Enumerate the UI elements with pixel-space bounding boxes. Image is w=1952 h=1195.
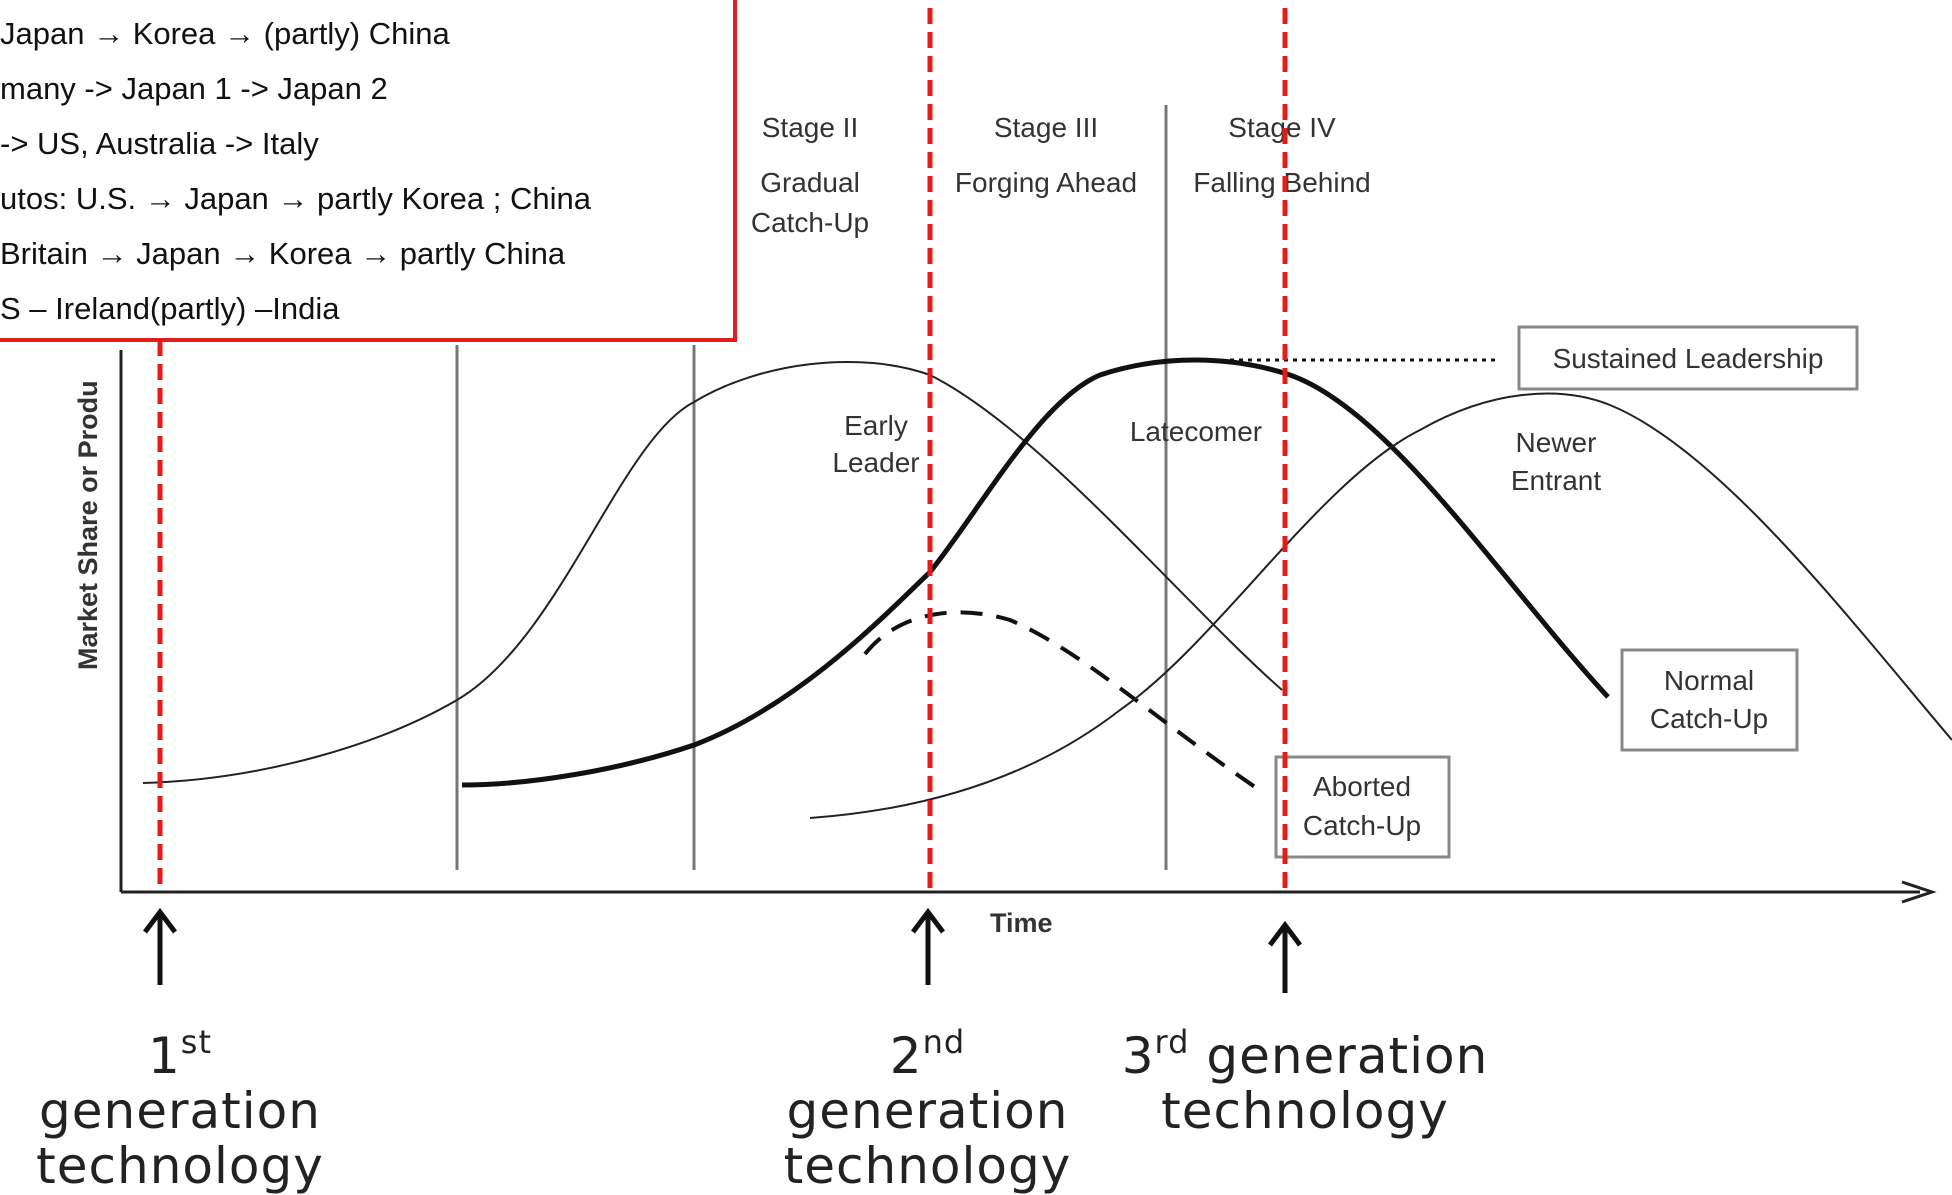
gen-2-number: 2 [889,1027,923,1085]
stage-2-desc: Gradual [760,167,860,198]
sustained-leadership-box [1517,325,1859,391]
gen-1-suffix: st [180,1023,213,1061]
legend-line: utos: U.S. → Japan → partly Korea ; Chin… [0,181,591,216]
gen-3-word: technology [1161,1082,1449,1140]
gen-3-suffix: rd [1154,1023,1190,1061]
gen-1-word: technology [36,1137,324,1195]
sustained-leadership-label: Sustained Leadership [1553,343,1824,374]
gen-2-word: generation [786,1082,1069,1140]
gen-3-number: 3 [1121,1027,1155,1085]
stage-2-title: Stage II [762,112,859,143]
aborted-catch-up-label: Aborted [1313,771,1411,802]
stage-4-title: Stage IV [1228,112,1336,143]
stage-4-desc: Falling Behind [1193,167,1370,198]
legend-box: Japan → Korea → (partly) China many -> J… [0,0,737,342]
early-leader-curve [142,361,1283,784]
newer-entrant-label: Newer [1516,427,1597,458]
gen-3-up-arrow [1268,920,1302,993]
legend-line: -> US, Australia -> Italy [0,126,319,161]
aborted-catch-up-box [1274,755,1451,859]
x-axis-label: Time [990,908,1053,938]
legend-line: S – Ireland(partly) –India [0,291,340,326]
normal-catch-up-label: Catch-Up [1650,703,1768,734]
gen-1-word: generation [39,1082,321,1140]
normal-catch-up-label: Normal [1664,665,1754,696]
gen-3-label: 3rd generation technology [1120,1023,1490,1140]
gen-1-label: 1st generation technology [0,1023,360,1195]
stage-3-title: Stage III [994,112,1098,143]
x-axis-arrowhead [1901,880,1937,904]
gen-1-up-arrow [143,907,177,985]
y-axis-label: Market Share or Produ [73,380,103,670]
catch-up-cycle-diagram: Market Share or Produ Time Stage II Grad… [73,8,1952,993]
stage-2-desc: Catch-Up [751,207,869,238]
gen-1-number: 1 [147,1027,181,1085]
latecomer-label: Latecomer [1130,416,1262,447]
latecomer-curve [461,357,1610,788]
gen-2-up-arrow [911,907,945,985]
gen-2-word: technology [783,1137,1072,1195]
gen-3-word: generation [1206,1027,1489,1085]
legend-line: Britain → Japan → Korea → partly China [0,236,566,271]
normal-catch-up-box [1620,648,1799,752]
legend-line: many -> Japan 1 -> Japan 2 [0,71,388,106]
aborted-catch-up-curve [863,610,1257,789]
newer-entrant-label: Entrant [1511,465,1601,496]
newer-entrant-curve [809,392,1952,819]
gen-2-label: 2nd generation technology [755,1023,1100,1195]
legend-line: Japan → Korea → (partly) China [0,16,450,51]
early-leader-label: Leader [832,447,919,478]
aborted-catch-up-label: Catch-Up [1303,810,1421,841]
gen-2-suffix: nd [922,1023,966,1061]
stage-3-desc: Forging Ahead [955,167,1137,198]
early-leader-label: Early [844,410,908,441]
